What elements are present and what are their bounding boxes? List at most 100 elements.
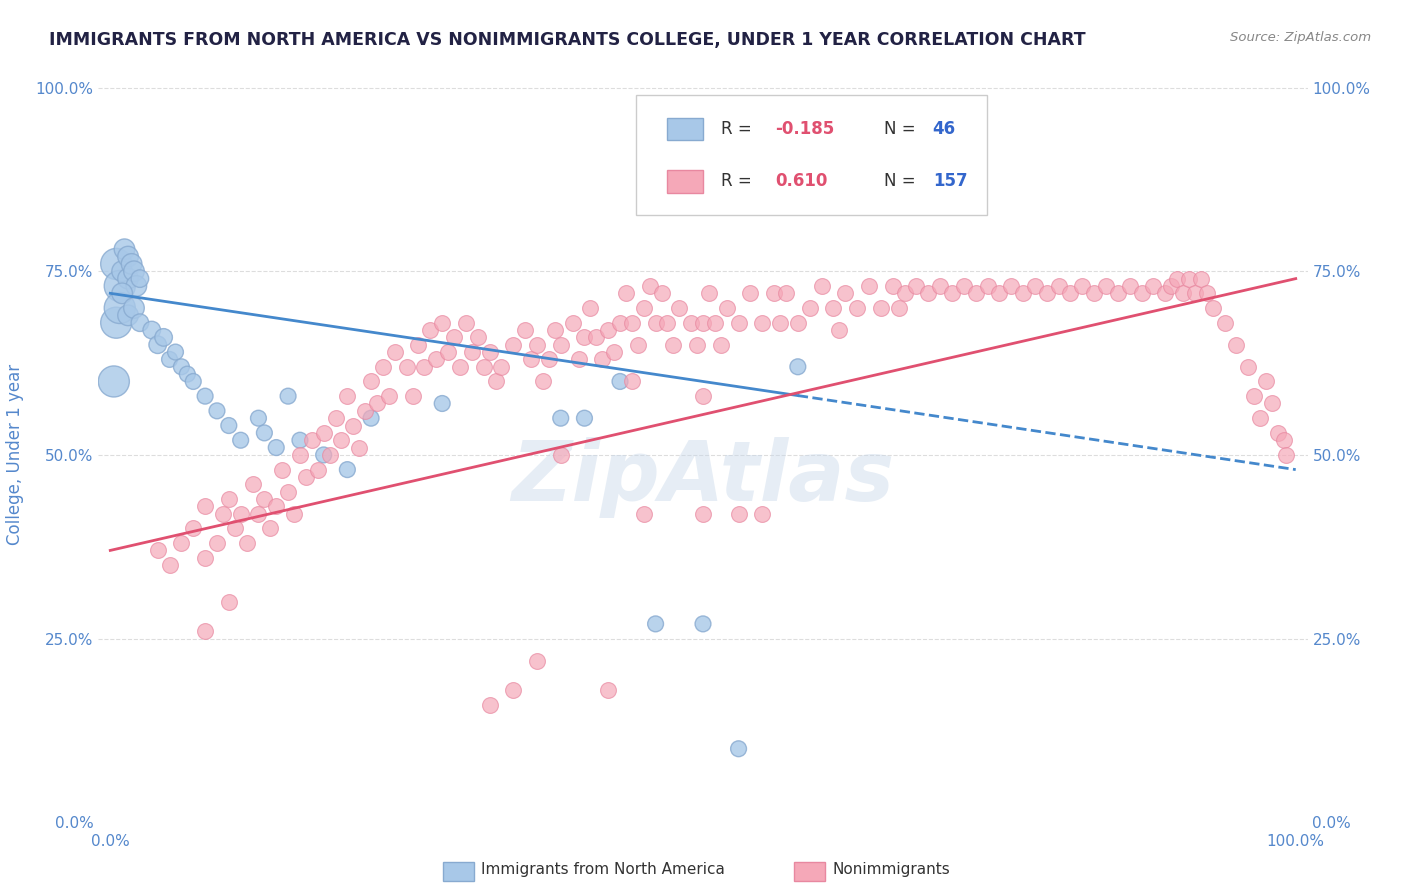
Point [751,507,773,521]
Point [799,301,821,315]
Point [218,491,240,506]
Point [105,316,128,330]
Point [1107,286,1129,301]
Point [1267,425,1289,440]
Text: 0.610: 0.610 [776,172,828,190]
Point [467,330,489,344]
Point [342,418,364,433]
Y-axis label: College, Under 1 year: College, Under 1 year [7,364,24,546]
Point [347,441,370,455]
Point [432,316,454,330]
Point [769,316,792,330]
Point [1095,279,1118,293]
Point [1012,286,1035,301]
Point [449,359,471,374]
Point [609,316,631,330]
Point [574,330,596,344]
Point [692,507,714,521]
Point [893,286,915,301]
Point [644,316,666,330]
Point [235,536,257,550]
Point [905,279,928,293]
Point [224,521,246,535]
Point [253,425,276,440]
Point [408,337,430,351]
Point [336,389,359,403]
Text: -0.185: -0.185 [776,120,835,138]
Text: Immigrants from North America: Immigrants from North America [481,863,724,877]
Point [502,683,524,698]
Point [869,301,891,315]
Point [277,484,299,499]
Point [1142,279,1164,293]
Point [229,434,252,448]
Point [526,654,548,668]
Point [579,301,602,315]
Text: ZipAtlas: ZipAtlas [512,437,894,518]
Point [194,624,217,639]
Point [614,286,637,301]
Point [318,448,340,462]
Point [152,330,174,344]
Point [218,418,240,433]
Point [108,301,131,315]
Point [751,316,773,330]
Point [917,286,939,301]
Point [515,323,537,337]
Point [710,337,733,351]
Point [846,301,869,315]
Point [205,536,228,550]
Point [271,462,294,476]
Point [727,741,749,756]
Point [775,286,797,301]
Point [988,286,1011,301]
Point [181,521,204,535]
Text: IMMIGRANTS FROM NORTH AMERICA VS NONIMMIGRANTS COLLEGE, UNDER 1 YEAR CORRELATION: IMMIGRANTS FROM NORTH AMERICA VS NONIMMI… [49,31,1085,49]
Point [520,352,543,367]
Point [692,389,714,403]
Point [537,352,560,367]
Point [491,359,513,374]
Text: 46: 46 [932,120,956,138]
Text: 157: 157 [932,172,967,190]
Point [229,507,252,521]
Point [117,271,139,285]
Point [125,279,148,293]
Point [146,543,169,558]
Point [574,411,596,425]
Point [550,411,572,425]
Point [567,352,589,367]
Point [1272,434,1295,448]
Point [1178,271,1201,285]
Point [544,323,567,337]
Point [181,375,204,389]
Point [283,507,305,521]
Point [1189,271,1212,285]
Point [526,337,548,351]
Point [253,491,276,506]
Point [609,375,631,389]
Point [159,352,181,367]
Point [1083,286,1105,301]
Point [443,330,465,344]
Point [965,286,987,301]
Text: N =: N = [884,172,921,190]
Point [692,616,714,631]
Text: N =: N = [884,120,921,138]
Point [1275,448,1298,462]
Point [194,500,217,514]
Point [165,345,187,359]
Point [212,507,235,521]
Point [478,345,501,359]
Point [461,345,484,359]
Point [763,286,786,301]
Point [1237,359,1260,374]
Point [727,316,749,330]
Point [716,301,738,315]
Point [633,301,655,315]
Point [472,359,495,374]
Point [603,345,626,359]
Point [401,389,423,403]
Point [371,359,394,374]
Point [1154,286,1177,301]
